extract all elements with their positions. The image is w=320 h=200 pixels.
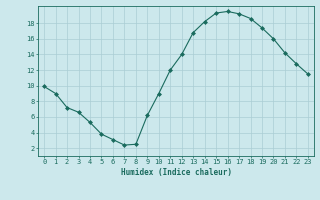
X-axis label: Humidex (Indice chaleur): Humidex (Indice chaleur) xyxy=(121,168,231,177)
